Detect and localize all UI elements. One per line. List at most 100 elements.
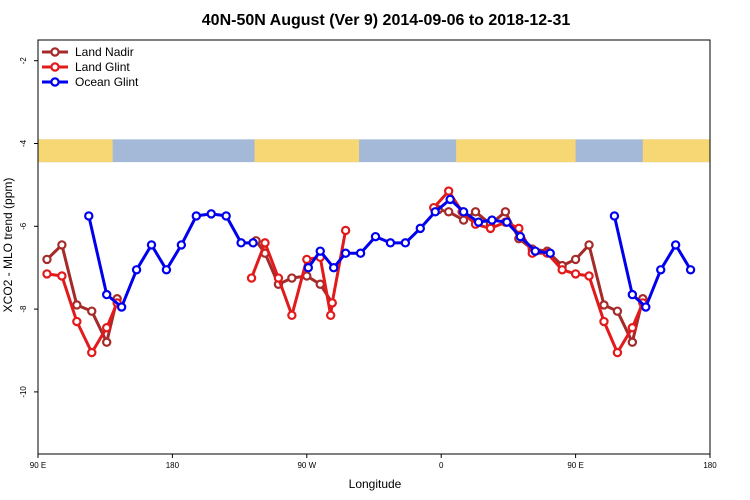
data-point [502,217,512,227]
data-point [430,207,440,217]
data-point [176,240,187,250]
data-point [685,265,696,275]
data-point [557,265,567,275]
y-tick-label: -6 [19,222,28,230]
x-tick-label: 90 E [30,461,46,470]
data-point [57,240,67,250]
y-tick-label: -8 [19,305,28,313]
data-point [515,231,526,242]
data-point [248,238,258,248]
data-point [325,310,336,321]
data-point [340,248,351,258]
data-point [584,271,594,281]
legend-swatch-marker [50,62,60,72]
data-point [415,223,425,234]
data-point [656,265,666,275]
data-point [627,337,638,347]
plot-frame [37,39,711,455]
data-point [570,254,581,265]
data-point [443,207,454,217]
data-point [72,316,82,327]
data-point [485,223,496,234]
legend-label: Land Nadir [75,45,134,59]
land-band [456,139,576,163]
world-map-strip [38,139,710,163]
data-point [500,207,511,217]
data-point [609,211,620,221]
data-point [42,254,52,265]
data-point [84,211,94,221]
data-point [236,238,246,248]
legend-item: Ocean Glint [42,75,139,89]
data-point [116,302,127,312]
data-point [355,248,366,258]
data-point [328,263,339,273]
x-tick-label: 0 [439,461,444,470]
data-point [161,265,172,275]
x-axis-label: Longitude [349,477,402,491]
data-point [191,211,201,221]
data-point [458,215,469,225]
data-point [370,231,381,242]
data-point [570,269,581,279]
data-point [101,289,112,300]
data-point [221,211,231,221]
x-tick-label: 90 E [567,461,583,470]
data-point [206,209,216,219]
data-point [340,225,351,236]
data-point [627,323,638,333]
y-axis-label: XCO2 - MLO trend (ppm) [1,178,15,313]
legend-item: Land Nadir [42,45,134,59]
data-point [87,306,97,316]
land-band [254,139,360,163]
x-tick-label: 180 [166,461,180,470]
data-point [445,194,455,205]
chart-title: 40N-50N August (Ver 9) 2014-09-06 to 201… [202,12,571,29]
data-point [42,269,52,279]
ocean-band [38,139,710,163]
data-point [612,347,623,358]
y-axis: -2 -4 -6 -8 -10 [19,57,38,398]
y-tick-label: -2 [19,57,28,65]
series-ocean-glint [84,194,696,312]
x-axis: 90 E 180 90 W 0 90 E 180 [30,454,717,470]
data-point [315,279,325,289]
data-point [545,248,555,258]
data-point [315,246,325,256]
series-layer [42,186,696,358]
data-point [670,240,681,250]
data-point [487,215,497,225]
data-point [470,207,481,217]
data-point [473,217,484,227]
series-line [612,215,692,309]
data-point [246,273,257,283]
y-tick-label: -4 [19,139,28,147]
data-point [599,300,609,310]
data-point [72,300,82,310]
data-point [101,337,112,347]
x-tick-label: 180 [703,461,717,470]
data-point [584,240,594,250]
data-point [287,273,297,283]
data-point [385,238,396,248]
legend-label: Ocean Glint [75,75,139,89]
data-point [514,223,524,234]
data-point [458,207,469,217]
data-point [303,263,313,273]
data-point [327,298,337,308]
legend-swatch-marker [50,77,60,87]
series-line [437,208,645,344]
data-point [87,347,97,358]
legend-item: Land Glint [42,60,130,74]
data-point [101,323,112,333]
x-tick-label: 90 W [297,461,316,470]
legend-swatch-marker [50,47,60,57]
data-point [530,246,540,256]
y-tick-label: -10 [19,386,28,398]
data-point [287,310,297,321]
data-point [612,306,623,316]
legend-label: Land Glint [75,60,130,74]
data-point [146,240,157,250]
data-point [57,271,67,281]
